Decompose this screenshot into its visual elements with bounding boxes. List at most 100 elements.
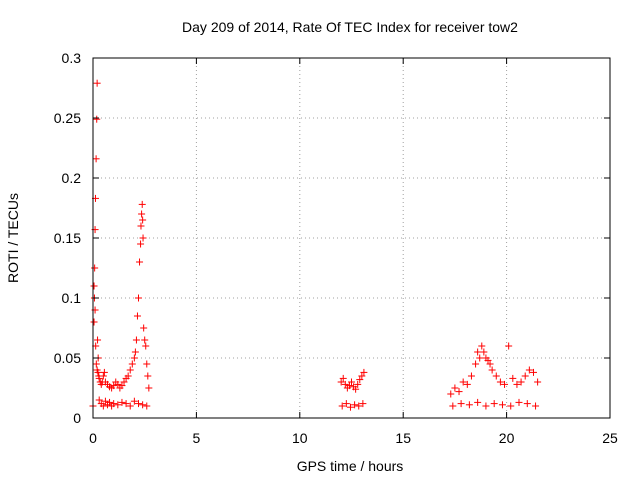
data-point: [131, 348, 139, 356]
data-point: [354, 380, 362, 388]
data-point: [120, 378, 128, 386]
data-point: [122, 400, 130, 408]
data-point: [106, 398, 114, 406]
data-point: [482, 402, 490, 410]
x-tick-label: 5: [193, 430, 201, 446]
x-tick-labels: 0 5 10 15 20 25: [89, 430, 618, 446]
data-point: [132, 336, 140, 344]
data-point: [517, 378, 525, 386]
data-point: [529, 368, 537, 376]
data-point: [525, 366, 533, 374]
data-point: [447, 390, 455, 398]
data-point: [139, 234, 147, 242]
axis-ticks: [92, 57, 611, 419]
data-point: [486, 360, 494, 368]
data-point: [95, 374, 103, 382]
data-point: [478, 342, 486, 350]
y-tick-label: 0.25: [54, 110, 81, 126]
data-point: [342, 400, 350, 408]
data-point: [339, 374, 347, 382]
data-point: [532, 402, 540, 410]
y-tick-label: 0.1: [62, 290, 82, 306]
data-point: [95, 396, 103, 404]
data-point: [534, 378, 542, 386]
data-point: [465, 401, 473, 409]
x-tick-label: 20: [499, 430, 515, 446]
y-tick-label: 0.3: [62, 50, 82, 66]
y-tick-label: 0.05: [54, 350, 81, 366]
data-point: [134, 294, 142, 302]
grid-lines: [93, 58, 610, 418]
data-point: [484, 356, 492, 364]
data-point: [92, 360, 100, 368]
y-axis-label: ROTI / TECUs: [5, 193, 21, 283]
data-point: [498, 401, 506, 409]
y-tick-label: 0.2: [62, 170, 82, 186]
data-point: [99, 372, 107, 380]
data-point: [355, 402, 363, 410]
data-point: [457, 400, 465, 408]
data-point: [496, 378, 504, 386]
data-point: [348, 378, 355, 386]
data-point: [144, 372, 152, 380]
data-point: [110, 382, 118, 390]
data-point: [501, 380, 509, 388]
data-point: [133, 312, 141, 320]
y-tick-label: 0: [73, 410, 81, 426]
data-point: [128, 360, 136, 368]
data-point: [137, 240, 145, 248]
data-point: [358, 372, 366, 380]
data-point: [472, 360, 480, 368]
data-point: [99, 402, 107, 410]
x-axis-label: GPS time / hours: [297, 458, 404, 474]
data-point: [136, 258, 144, 266]
data-point: [337, 378, 345, 386]
data-point: [480, 348, 488, 356]
data-point: [118, 398, 126, 406]
data-point: [110, 400, 118, 408]
data-point: [139, 401, 147, 409]
data-point: [90, 282, 98, 290]
data-point: [138, 210, 146, 218]
data-point: [521, 372, 529, 380]
data-point: [94, 336, 102, 344]
data-point: [126, 366, 134, 374]
data-point: [345, 382, 353, 390]
data-point: [359, 400, 367, 408]
data-point: [463, 380, 471, 388]
data-point: [360, 368, 368, 376]
data-point: [523, 400, 531, 408]
data-point: [455, 388, 463, 396]
data-point: [476, 354, 484, 362]
data-point: [509, 374, 517, 382]
data-point: [451, 384, 459, 392]
data-point: [467, 372, 475, 380]
data-point: [139, 216, 147, 224]
data-point: [90, 318, 98, 326]
data-point: [338, 402, 346, 410]
data-point: [126, 402, 134, 410]
plot-frame: [92, 57, 611, 419]
data-point: [140, 324, 148, 332]
data-point: [94, 368, 102, 376]
y-tick-label: 0.15: [54, 230, 81, 246]
data-point: [142, 342, 150, 350]
chart-title: Day 209 of 2014, Rate Of TEC Index for r…: [182, 19, 518, 35]
data-point: [130, 397, 138, 405]
data-points: [89, 79, 542, 411]
data-point: [93, 115, 101, 123]
data-point: [341, 380, 349, 388]
x-tick-label: 10: [292, 430, 308, 446]
data-point: [356, 376, 364, 384]
data-point: [505, 342, 513, 350]
data-point: [137, 222, 145, 230]
data-point: [488, 366, 496, 374]
data-point: [459, 378, 467, 386]
data-point: [118, 382, 126, 390]
data-point: [352, 385, 360, 393]
data-point: [130, 354, 138, 362]
data-point: [474, 348, 482, 356]
data-point: [474, 398, 482, 406]
x-tick-label: 15: [395, 430, 411, 446]
